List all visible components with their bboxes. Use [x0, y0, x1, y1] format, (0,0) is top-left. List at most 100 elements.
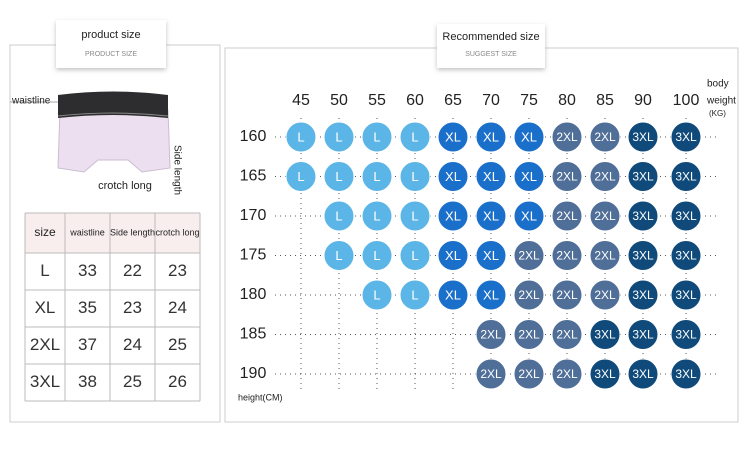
size-label: XL	[445, 169, 461, 184]
size-label: XL	[483, 129, 499, 144]
table-cell: 25	[123, 372, 142, 391]
size-label: 3XL	[675, 288, 697, 302]
size-dot	[627, 200, 659, 232]
size-dot	[589, 121, 621, 153]
size-dot	[513, 279, 545, 311]
size-dot	[475, 200, 507, 232]
size-dot	[513, 200, 545, 232]
table-cell: 23	[168, 261, 187, 280]
size-dot	[627, 121, 659, 153]
size-dot	[589, 279, 621, 311]
size-dot	[627, 161, 659, 192]
size-dot	[551, 240, 583, 271]
size-label: L	[335, 129, 342, 144]
table-cell: 26	[168, 372, 187, 391]
size-label: XL	[445, 208, 461, 223]
size-label: 3XL	[675, 367, 697, 381]
size-label: L	[411, 208, 418, 223]
size-label: XL	[445, 248, 461, 263]
size-label: 3XL	[632, 367, 654, 381]
size-label: L	[411, 248, 418, 263]
table-cell: XL	[35, 298, 56, 317]
size-label: L	[335, 169, 342, 184]
size-dot	[361, 200, 393, 232]
height-label-title: height(CM)	[238, 392, 283, 402]
size-dot	[589, 161, 621, 192]
size-label: 3XL	[632, 288, 654, 302]
size-dot	[475, 319, 507, 350]
size-label: XL	[445, 129, 461, 144]
crotch-label: crotch long	[98, 180, 152, 192]
weight-label: 80	[558, 92, 576, 109]
table-cell: 2XL	[30, 335, 60, 354]
table-cell: 38	[78, 372, 97, 391]
table-cell: 22	[123, 261, 142, 280]
size-dot	[551, 121, 583, 153]
height-label: 185	[240, 326, 267, 343]
size-dot	[437, 200, 469, 232]
size-label: 3XL	[675, 328, 697, 342]
size-label: L	[411, 129, 418, 144]
size-dot	[361, 240, 393, 271]
size-label: 2XL	[556, 209, 578, 223]
size-dot	[399, 279, 431, 311]
size-dot	[670, 240, 702, 271]
size-label: 2XL	[480, 367, 502, 381]
size-dot	[437, 161, 469, 192]
size-label: XL	[483, 208, 499, 223]
table-cell: 23	[123, 298, 142, 317]
size-label: 3XL	[632, 209, 654, 223]
size-dot	[361, 121, 393, 153]
size-label: XL	[521, 169, 537, 184]
size-dot	[475, 279, 507, 311]
table-header: waistline	[69, 227, 105, 237]
size-dot	[285, 161, 317, 192]
size-label: 2XL	[594, 130, 616, 144]
size-dot	[361, 161, 393, 192]
size-dot	[323, 161, 355, 192]
size-dot	[399, 161, 431, 192]
size-dot	[627, 240, 659, 271]
size-label: 2XL	[556, 170, 578, 184]
size-dot	[589, 319, 621, 350]
size-label: 2XL	[518, 288, 540, 302]
size-label: 3XL	[594, 367, 616, 381]
subtitle: SUGGEST SIZE	[465, 51, 517, 58]
height-label: 190	[240, 365, 267, 382]
size-label: XL	[445, 287, 461, 302]
size-label: XL	[483, 169, 499, 184]
size-label: 2XL	[594, 288, 616, 302]
size-dot	[670, 279, 702, 311]
weight-label: 85	[596, 92, 614, 109]
size-label: 3XL	[632, 249, 654, 263]
size-dot	[323, 240, 355, 271]
size-dot	[670, 200, 702, 232]
size-dot	[437, 121, 469, 153]
size-label: 2XL	[480, 328, 502, 342]
table-cell: 24	[168, 298, 187, 317]
size-label: XL	[521, 208, 537, 223]
size-dot	[670, 121, 702, 153]
weight-label: 55	[368, 92, 386, 109]
size-dot	[589, 358, 621, 390]
size-label: L	[297, 129, 304, 144]
table-cell: 35	[78, 298, 97, 317]
table-header-bg	[25, 213, 200, 253]
size-dot	[475, 161, 507, 192]
size-label: 3XL	[675, 249, 697, 263]
table-cell: 3XL	[30, 372, 60, 391]
height-label: 180	[240, 286, 267, 303]
weight-label: 60	[406, 92, 424, 109]
size-label: XL	[483, 287, 499, 302]
size-dot	[475, 240, 507, 271]
right-panel	[224, 47, 739, 423]
size-dot	[513, 240, 545, 271]
size-dot	[513, 161, 545, 192]
size-label: 3XL	[675, 130, 697, 144]
size-label: 2XL	[556, 249, 578, 263]
size-dot	[551, 200, 583, 232]
table-header: crotch long	[155, 227, 199, 237]
size-label: 3XL	[594, 328, 616, 342]
size-label: 2XL	[556, 328, 578, 342]
